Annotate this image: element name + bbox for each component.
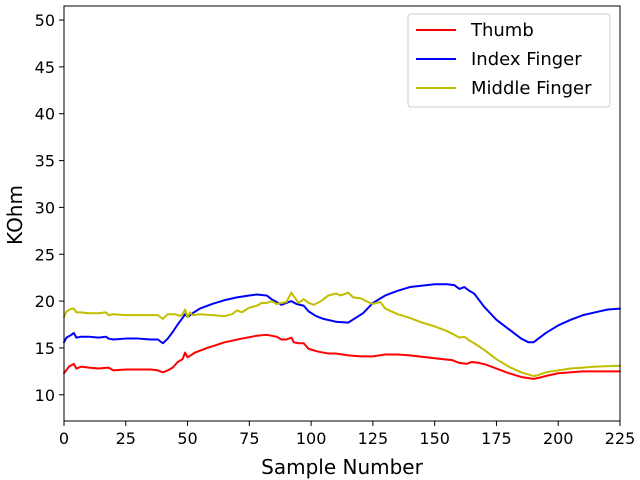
legend-box (407, 13, 611, 108)
y-axis-label: KOhm (3, 185, 27, 245)
legend-label-1: Index Finger (471, 49, 582, 70)
x-tick-label-2: 50 (177, 429, 197, 448)
y-axis: 10 15 20 25 30 35 40 45 50 (35, 11, 64, 405)
x-tick-label-4: 100 (296, 429, 327, 448)
series-layer (63, 283, 621, 380)
y-tick-label-3: 25 (35, 245, 55, 264)
y-tick-label-2: 20 (35, 292, 55, 311)
y-tick-label-0: 10 (35, 386, 55, 405)
y-tick-label-1: 15 (35, 339, 55, 358)
series-line-0 (63, 333, 621, 380)
y-tick-label-4: 30 (35, 198, 55, 217)
x-tick-label-1: 25 (116, 429, 136, 448)
y-tick-label-5: 35 (35, 152, 55, 171)
series-line-2 (63, 291, 621, 378)
x-axis: 0 25 50 75 100 125 150 175 200 225 (59, 421, 635, 448)
x-tick-label-8: 200 (543, 429, 574, 448)
series-line-1 (63, 283, 621, 345)
x-axis-label: Sample Number (261, 455, 423, 479)
legend-label-2: Middle Finger (471, 78, 592, 99)
legend-label-0: Thumb (470, 20, 534, 41)
x-tick-label-3: 75 (239, 429, 259, 448)
x-tick-label-7: 175 (481, 429, 512, 448)
y-tick-label-8: 50 (35, 11, 55, 30)
x-tick-label-6: 150 (419, 429, 450, 448)
x-tick-label-5: 125 (358, 429, 389, 448)
y-tick-label-6: 40 (35, 105, 55, 124)
legend: Thumb Index Finger Middle Finger (407, 13, 611, 108)
x-tick-label-9: 225 (605, 429, 636, 448)
plot-frame (63, 5, 621, 422)
y-tick-label-7: 45 (35, 58, 55, 77)
x-tick-label-0: 0 (59, 429, 69, 448)
